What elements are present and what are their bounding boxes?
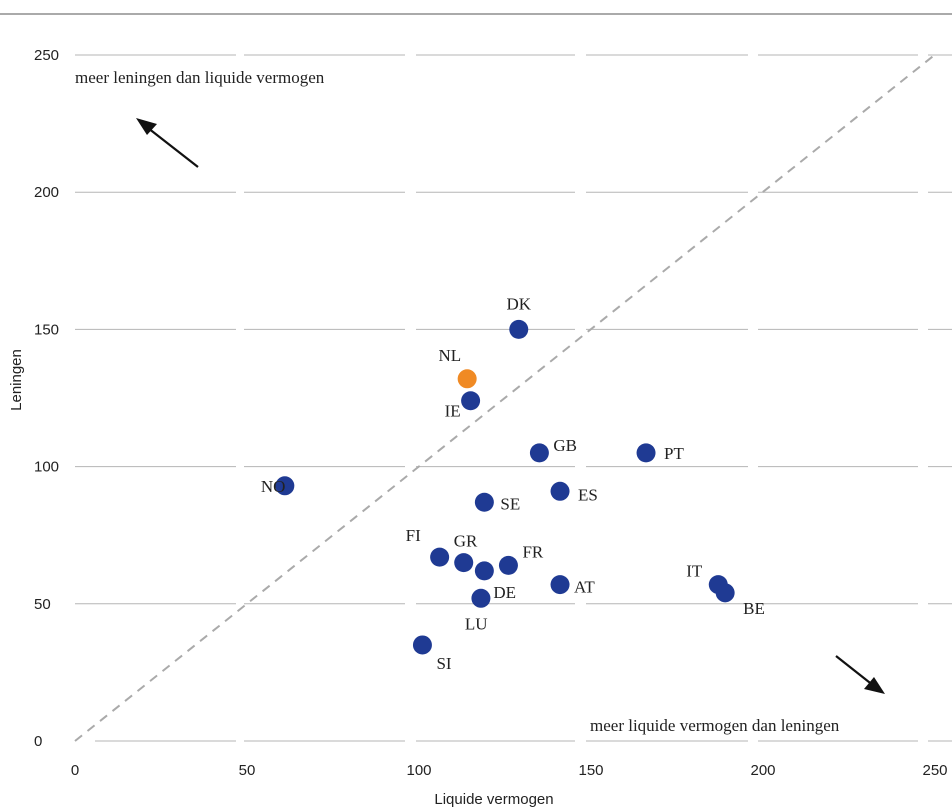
- point-label-gr: GR: [454, 532, 478, 551]
- point-label-dk: DK: [506, 294, 531, 313]
- data-points: [275, 319, 735, 655]
- point-label-ie: IE: [445, 402, 461, 421]
- annotation-upper-left-bg: [70, 60, 418, 90]
- data-point-de: [474, 561, 494, 581]
- data-point-dk: [509, 319, 529, 339]
- x-tick-label: 200: [750, 762, 775, 779]
- point-label-se: SE: [500, 494, 520, 513]
- x-tick-label: 250: [922, 762, 947, 779]
- x-tick-label: 100: [406, 762, 431, 779]
- point-label-es: ES: [578, 485, 598, 504]
- point-label-it: IT: [686, 562, 703, 581]
- point-label-be: BE: [743, 599, 765, 618]
- arrow-upper-left-icon: [136, 118, 199, 168]
- grid-lines: [75, 54, 952, 742]
- data-point-lu: [471, 588, 491, 608]
- point-label-at: AT: [574, 578, 595, 597]
- annotation-upper-left: meer leningen dan liquide vermogen: [75, 68, 325, 87]
- point-label-si: SI: [436, 654, 451, 673]
- x-tick-label: 0: [71, 762, 79, 779]
- y-tick-label: 200: [34, 184, 59, 201]
- data-point-se: [474, 492, 494, 512]
- data-point-nl: [457, 369, 477, 389]
- data-point-fr: [498, 555, 518, 575]
- diagonal-reference-line: [74, 52, 938, 742]
- x-tick-label: 150: [578, 762, 603, 779]
- y-tick-label: 0: [34, 733, 42, 750]
- data-point-gb: [529, 443, 549, 463]
- arrow-lower-right-icon: [835, 655, 885, 694]
- point-label-fr: FR: [522, 542, 543, 561]
- y-tick-label: 150: [34, 321, 59, 338]
- y-tick-label: 50: [34, 596, 51, 613]
- point-label-nl: NL: [438, 346, 461, 365]
- data-point-gr: [454, 553, 474, 573]
- point-label-gb: GB: [553, 436, 577, 455]
- y-tick-labels: 0 50 100 150 200 250: [34, 47, 59, 750]
- x-axis-title: Liquide vermogen: [434, 791, 553, 808]
- data-point-es: [550, 481, 570, 501]
- point-label-de: DE: [493, 583, 516, 602]
- point-label-lu: LU: [465, 614, 488, 633]
- annotation-lower-right: meer liquide vermogen dan leningen: [590, 716, 840, 735]
- point-label-no: NO: [261, 477, 286, 496]
- annotation-lower-right-bg: [585, 708, 921, 738]
- data-point-pt: [636, 443, 656, 463]
- data-point-be: [715, 583, 735, 603]
- x-tick-label: 50: [239, 762, 256, 779]
- y-axis-title: Leningen: [8, 349, 25, 411]
- data-point-no: [275, 476, 295, 496]
- data-point-si: [412, 635, 432, 655]
- point-label-pt: PT: [664, 444, 684, 463]
- y-tick-label: 100: [34, 459, 59, 476]
- data-point-fi: [430, 547, 450, 567]
- point-label-fi: FI: [406, 526, 421, 545]
- x-tick-labels: 0 50 100 150 200 250: [71, 762, 948, 779]
- data-point-at: [550, 575, 570, 595]
- y-tick-label: 250: [34, 47, 59, 64]
- data-point-ie: [461, 391, 481, 411]
- point-labels: DK NL IE GB PT NO ES SE FI GR FR DE AT LU IT BE SI: [261, 294, 765, 673]
